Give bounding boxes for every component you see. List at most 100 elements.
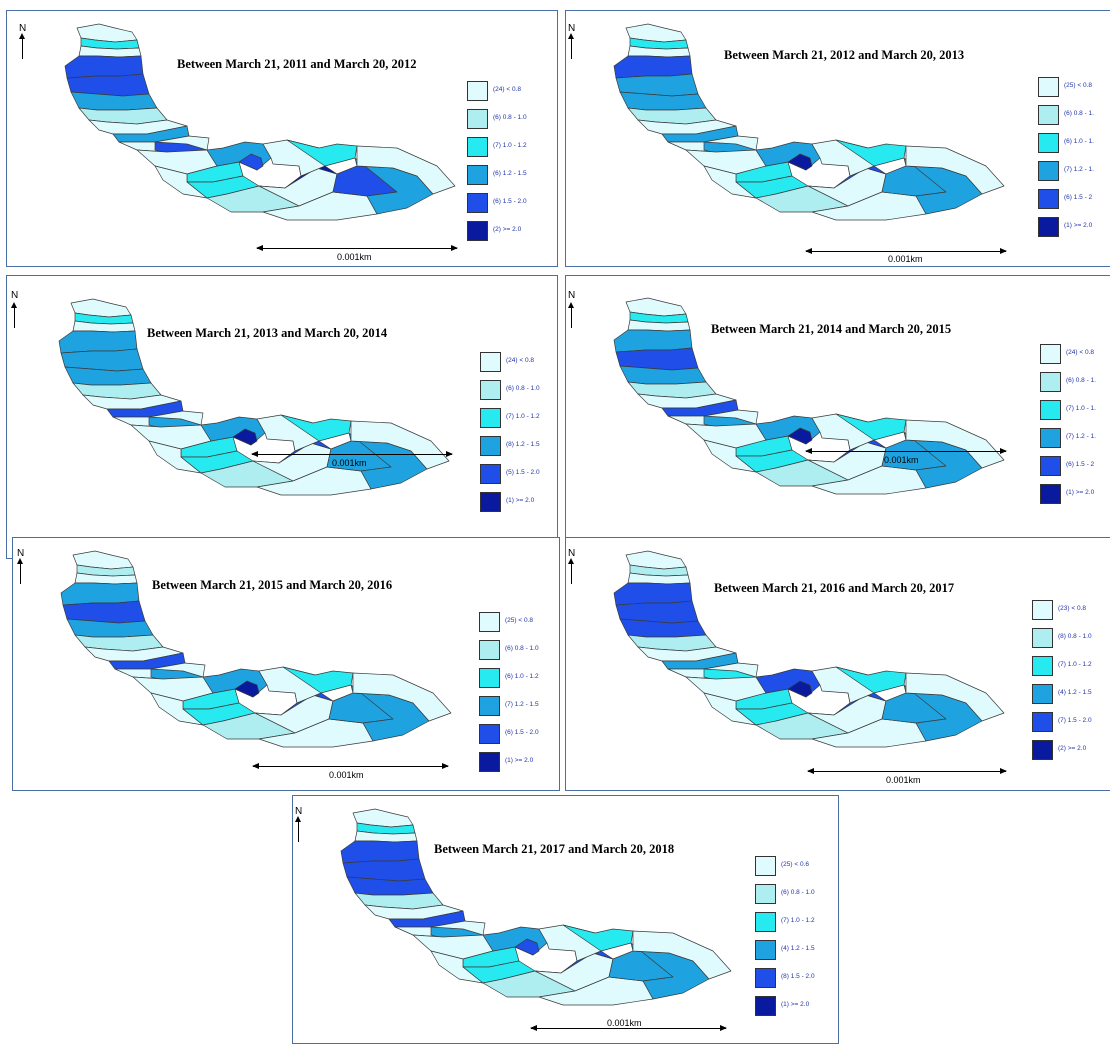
scale-bar — [251, 451, 453, 457]
choropleth-map — [613, 550, 1005, 748]
legend-label: (6) 1.0 - 1.2 — [505, 673, 539, 680]
legend-item: (6) 0.8 - 1.0 — [480, 380, 557, 402]
legend-swatch — [755, 912, 776, 932]
district-region — [905, 672, 1005, 722]
district-region — [613, 582, 693, 606]
legend-label: (7) 1.2 - 1. — [1064, 166, 1094, 173]
legend-swatch — [1032, 628, 1053, 648]
legend-swatch — [467, 193, 488, 213]
legend-swatch — [480, 492, 501, 512]
legend-swatch — [1040, 456, 1061, 476]
legend-item: (7) 1.2 - 1. — [1040, 428, 1110, 450]
legend-swatch — [480, 352, 501, 372]
north-label: N — [568, 23, 576, 34]
legend-item: (1) >= 2.0 — [1038, 217, 1110, 239]
choropleth-map — [613, 297, 1005, 495]
scale-bar — [252, 763, 449, 769]
north-arrow-icon — [11, 302, 17, 328]
district-region — [787, 153, 813, 171]
district-region — [352, 672, 452, 722]
panel-title: Between March 21, 2012 and March 20, 201… — [724, 48, 965, 62]
legend-item: (1) >= 2.0 — [480, 492, 557, 514]
scale-label: 0.001km — [886, 775, 921, 785]
legend-swatch — [467, 165, 488, 185]
legend-label: (6) 1.5 - 2 — [1066, 461, 1095, 468]
choropleth-map — [60, 550, 452, 748]
legend-swatch — [1040, 428, 1061, 448]
legend-item: (7) 1.2 - 1.5 — [479, 696, 559, 718]
legend-item: (23) < 0.8 — [1032, 600, 1110, 622]
legend-swatch — [1038, 133, 1059, 153]
legend-item: (7) 1.2 - 1. — [1038, 161, 1110, 183]
legend-label: (7) 1.5 - 2.0 — [1058, 717, 1092, 724]
district-region — [787, 680, 813, 698]
district-region — [905, 419, 1005, 469]
north-arrow-icon — [17, 558, 23, 584]
legend-item: (1) >= 2.0 — [479, 752, 559, 774]
legend-label: (6) 0.8 - 1. — [1066, 377, 1096, 384]
north-arrow-icon — [568, 33, 574, 59]
legend-item: (6) 0.8 - 1. — [1038, 105, 1110, 127]
legend-label: (6) 0.8 - 1.0 — [506, 385, 540, 392]
choropleth-map — [64, 23, 456, 221]
panel-title: Between March 21, 2017 and March 20, 201… — [434, 842, 675, 856]
legend-label: (6) 1.5 - 2.0 — [505, 729, 539, 736]
legend-swatch — [755, 856, 776, 876]
legend-item: (24) < 0.8 — [1040, 344, 1110, 366]
legend-item: (1) >= 2.0 — [755, 996, 838, 1018]
legend-item: (6) 1.2 - 1.5 — [467, 165, 557, 187]
legend-swatch — [467, 81, 488, 101]
legend-swatch — [1038, 217, 1059, 237]
legend-item: (5) 1.5 - 2.0 — [480, 464, 557, 486]
legend-label: (7) 1.0 - 1.2 — [781, 917, 815, 924]
map-panel-2011-2012: N Between March 21, 2011 and March 20, 2… — [6, 10, 558, 267]
legend-label: (6) 1.0 - 1. — [1064, 138, 1094, 145]
north-label: N — [11, 290, 19, 301]
legend-swatch — [479, 724, 500, 744]
north-label: N — [19, 23, 27, 34]
legend-swatch — [755, 940, 776, 960]
map-panel-2015-2016: N Between March 21, 2015 and March 20, 2… — [12, 537, 560, 791]
legend-item: (6) 0.8 - 1.0 — [467, 109, 557, 131]
legend-label: (23) < 0.8 — [1058, 605, 1087, 612]
legend-label: (6) 0.8 - 1.0 — [781, 889, 815, 896]
legend-label: (25) < 0.8 — [1064, 82, 1093, 89]
legend-label: (6) 0.8 - 1.0 — [505, 645, 539, 652]
legend-item: (25) < 0.8 — [479, 612, 559, 634]
district-region — [632, 930, 732, 980]
choropleth-map — [613, 23, 1005, 221]
legend-swatch — [755, 968, 776, 988]
scale-bar — [805, 248, 1007, 254]
legend-item: (6) 0.8 - 1.0 — [479, 640, 559, 662]
legend-label: (7) 1.2 - 1.5 — [505, 701, 539, 708]
legend-swatch — [467, 137, 488, 157]
legend-swatch — [755, 996, 776, 1016]
legend-item: (4) 1.2 - 1.5 — [755, 940, 838, 962]
legend-item: (6) 1.5 - 2 — [1040, 456, 1110, 478]
scale-bar — [530, 1025, 727, 1031]
legend-swatch — [755, 884, 776, 904]
legend-label: (1) >= 2.0 — [506, 497, 535, 504]
legend-item: (8) 1.2 - 1.5 — [480, 436, 557, 458]
legend-swatch — [1040, 372, 1061, 392]
legend-item: (6) 0.8 - 1. — [1040, 372, 1110, 394]
legend-swatch — [479, 640, 500, 660]
legend-label: (6) 0.8 - 1. — [1064, 110, 1094, 117]
legend-label: (5) 1.5 - 2.0 — [506, 469, 540, 476]
north-label: N — [568, 290, 576, 301]
district-region — [58, 330, 138, 354]
legend-item: (2) >= 2.0 — [467, 221, 557, 243]
map-panel-2017-2018: N Between March 21, 2017 and March 20, 2… — [292, 795, 839, 1044]
legend-label: (7) 1.0 - 1. — [1066, 405, 1096, 412]
legend-item: (24) < 0.8 — [480, 352, 557, 374]
legend-swatch — [480, 408, 501, 428]
legend-item: (8) 1.5 - 2.0 — [755, 968, 838, 990]
legend-label: (8) 1.5 - 2.0 — [781, 973, 815, 980]
map-panel-2013-2014: N Between March 21, 2013 and March 20, 2… — [6, 275, 558, 559]
map-panel-2014-2015: N Between March 21, 2014 and March 20, 2… — [565, 275, 1110, 559]
legend-label: (6) 0.8 - 1.0 — [493, 114, 527, 121]
north-label: N — [295, 806, 303, 817]
legend-item: (6) 1.0 - 1.2 — [479, 668, 559, 690]
district-region — [64, 55, 144, 79]
legend-item: (7) 1.0 - 1.2 — [480, 408, 557, 430]
